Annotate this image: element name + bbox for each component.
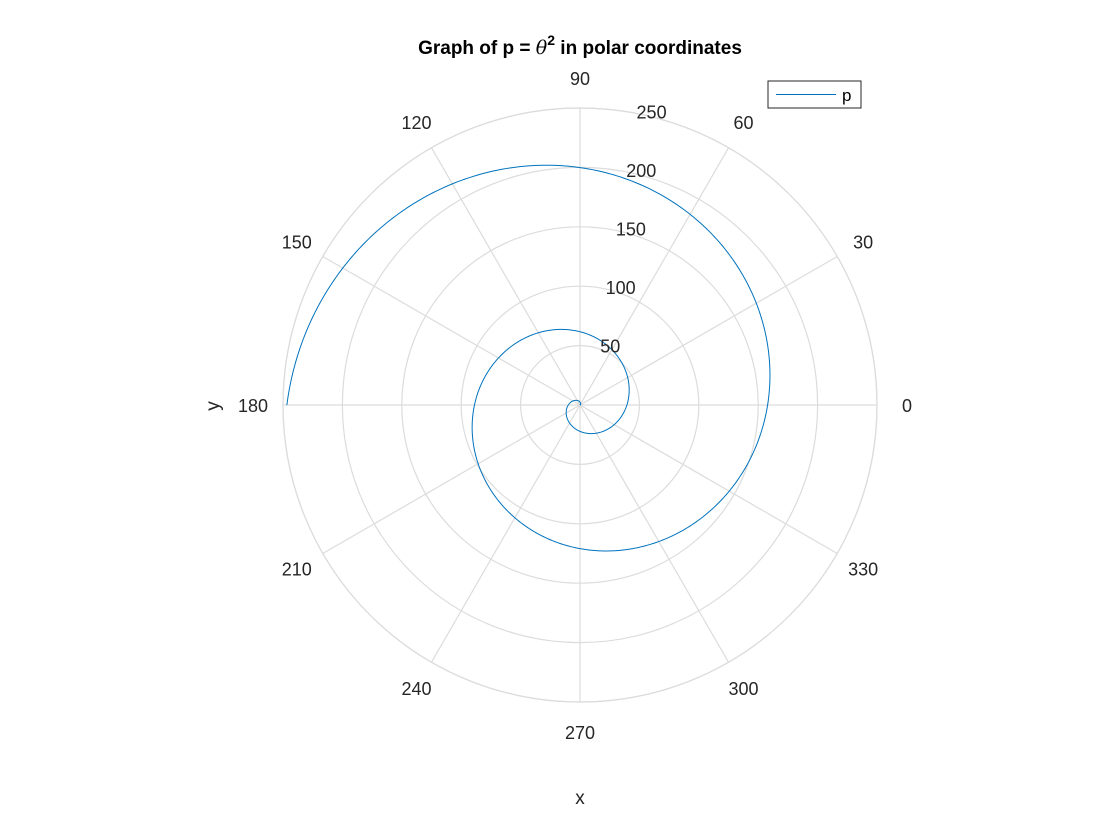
title-prefix: Graph of p =	[418, 38, 536, 59]
theta-tick-label-330: 330	[848, 560, 878, 580]
theta-tick-label-90: 90	[570, 69, 590, 89]
theta-tick-label-30: 30	[853, 233, 873, 253]
grid-spoke-300	[579, 404, 730, 663]
r-tick-label-250: 250	[637, 103, 667, 123]
r-tick-label-200: 200	[626, 161, 656, 181]
r-tick-label-50: 50	[600, 337, 620, 357]
grid-spoke-150	[322, 255, 581, 406]
grid-spoke-330	[579, 404, 838, 555]
legend[interactable]: p	[767, 80, 862, 109]
theta-tick-label-240: 240	[401, 679, 431, 699]
theta-tick-label-150: 150	[282, 233, 312, 253]
grid-spoke-30	[579, 255, 838, 406]
grid-spoke-240	[430, 404, 581, 663]
series-line-p	[286, 164, 771, 552]
chart-title: Graph of p = θ2 in polar coordinates	[418, 32, 742, 59]
series-layer	[286, 164, 771, 552]
polar-grid	[282, 107, 878, 703]
title-suffix: in polar coordinates	[555, 38, 742, 59]
theta-tick-label-0: 0	[902, 396, 912, 416]
r-tick-label-150: 150	[616, 220, 646, 240]
grid-spoke-120	[430, 147, 581, 406]
legend-label-p: p	[842, 86, 851, 105]
theta-tick-label-60: 60	[733, 113, 753, 133]
grid-spoke-210	[322, 404, 581, 555]
r-tick-label-100: 100	[606, 278, 636, 298]
y-axis-label: y	[203, 401, 224, 411]
title-exponent: 2	[547, 32, 555, 48]
tick-labels: 0 30 60 90 120 150 180 210 240 270 300 330 50 100 150 2…	[238, 69, 912, 743]
theta-tick-label-120: 120	[401, 113, 431, 133]
theta-tick-label-300: 300	[728, 679, 758, 699]
grid-spoke-60	[579, 147, 730, 406]
theta-tick-label-180: 180	[238, 396, 268, 416]
theta-tick-label-270: 270	[565, 723, 595, 743]
title-variable: θ	[536, 37, 548, 59]
theta-tick-label-210: 210	[282, 560, 312, 580]
x-axis-label: x	[575, 788, 585, 809]
